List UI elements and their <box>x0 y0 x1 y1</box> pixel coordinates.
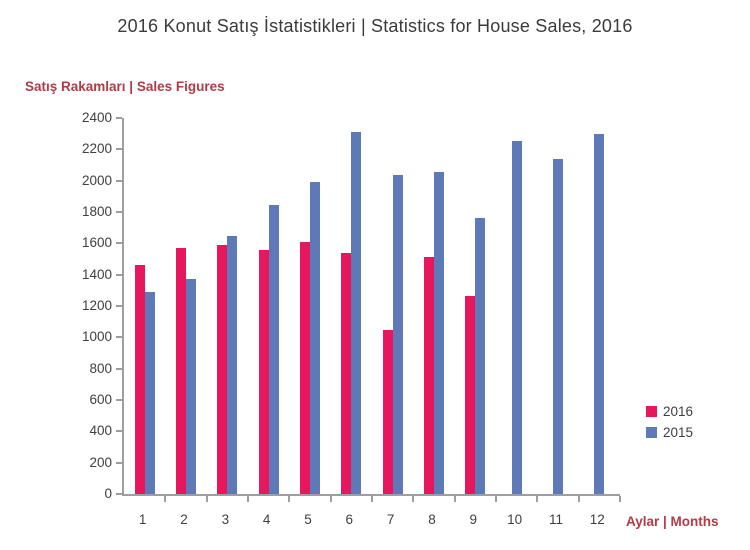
bar-2016-month-4 <box>258 249 269 494</box>
x-tick-label: 12 <box>589 512 605 527</box>
month-group-5 <box>289 118 330 494</box>
x-tick-label: 2 <box>180 512 188 527</box>
x-tick-mark <box>536 496 539 502</box>
x-tick-label: 3 <box>221 512 230 527</box>
plot-area <box>122 118 620 496</box>
x-tick-label: 7 <box>386 512 395 527</box>
y-tick-mark <box>116 148 122 151</box>
legend-label-2016: 2016 <box>663 404 694 419</box>
y-tick-mark <box>116 211 122 213</box>
x-tick-label: 4 <box>262 512 271 527</box>
month-group-2 <box>165 118 206 494</box>
y-tick-label: 1200 <box>81 298 112 313</box>
x-tick-mark <box>412 496 415 502</box>
y-tick-label: 400 <box>89 423 112 439</box>
month-group-1 <box>124 118 165 494</box>
y-tick-label: 1600 <box>81 235 112 251</box>
month-group-3 <box>207 118 248 494</box>
y-tick-mark <box>116 461 122 464</box>
y-tick-label: 2400 <box>81 110 112 125</box>
x-tick-mark <box>288 496 291 502</box>
x-tick-mark <box>371 496 373 502</box>
x-axis-title: Aylar | Months <box>626 514 719 529</box>
bar-2015-month-9 <box>475 217 486 494</box>
bar-2016-month-7 <box>382 329 393 494</box>
x-tick-label: 8 <box>428 512 436 527</box>
x-tick-mark <box>205 496 208 502</box>
x-tick-label: 6 <box>345 512 354 527</box>
bar-2015-month-8 <box>433 172 444 494</box>
x-tick-mark <box>247 496 249 502</box>
y-tick-mark <box>116 305 122 307</box>
bar-2016-month-9 <box>465 295 476 494</box>
chart-title: 2016 Konut Satış İstatistikleri | Statis… <box>117 16 633 36</box>
legend-swatch-2016 <box>646 406 657 417</box>
bar-2016-month-2 <box>175 248 186 494</box>
x-tick-mark <box>619 496 621 502</box>
y-tick-mark <box>116 273 122 276</box>
bar-2015-month-5 <box>309 182 320 494</box>
month-group-8 <box>413 118 454 494</box>
x-tick-mark <box>495 496 497 502</box>
month-group-9 <box>455 118 496 494</box>
month-group-12 <box>579 118 620 494</box>
bar-2015-month-11 <box>552 158 563 494</box>
y-tick-label: 800 <box>89 360 112 376</box>
y-tick-label: 2200 <box>81 141 112 157</box>
y-tick-mark <box>116 430 122 433</box>
month-group-7 <box>372 118 413 494</box>
x-tick-mark <box>329 496 332 502</box>
y-tick-mark <box>116 367 122 370</box>
bar-2016-month-1 <box>134 265 145 494</box>
y-tick-mark <box>116 117 122 119</box>
bar-2015-month-12 <box>594 133 605 494</box>
bar-2016-month-5 <box>299 241 310 494</box>
bars-container <box>124 118 620 494</box>
bar-2015-month-7 <box>392 175 403 494</box>
legend-item-2016: 2016 <box>646 404 693 419</box>
y-tick-mark <box>116 179 122 182</box>
legend: 2016 2015 <box>646 404 693 446</box>
month-group-4 <box>248 118 289 494</box>
bar-2015-month-4 <box>268 204 279 494</box>
month-group-11 <box>537 118 578 494</box>
x-tick-mark <box>577 496 580 502</box>
y-tick-mark <box>116 399 122 401</box>
y-tick-mark <box>116 493 122 495</box>
y-tick-label: 0 <box>104 486 112 501</box>
legend-label-2015: 2015 <box>663 425 694 440</box>
month-group-10 <box>496 118 537 494</box>
bar-2015-month-2 <box>185 279 196 494</box>
y-tick-label: 1000 <box>81 329 112 345</box>
y-tick-label: 600 <box>89 392 112 407</box>
x-tick-label: 5 <box>304 512 312 527</box>
x-axis-labels: 1 2 3 4 5 6 7 8 9 10 11 12 <box>122 512 618 527</box>
bar-2015-month-10 <box>511 140 522 494</box>
x-tick-label: 9 <box>469 512 478 527</box>
y-tick-label: 1800 <box>81 204 112 219</box>
x-tick-label: 10 <box>507 512 523 527</box>
bar-2015-month-1 <box>144 291 155 494</box>
legend-item-2015: 2015 <box>646 425 693 440</box>
bar-2015-month-6 <box>351 132 362 494</box>
x-tick-label: 1 <box>138 512 147 527</box>
y-tick-label: 200 <box>89 454 112 470</box>
bar-2016-month-8 <box>423 256 434 494</box>
month-group-6 <box>331 118 372 494</box>
x-tick-mark <box>164 496 167 502</box>
y-tick-label: 1400 <box>81 266 112 282</box>
y-tick-mark <box>116 242 122 245</box>
y-tick-label: 2000 <box>81 172 112 188</box>
x-tick-mark <box>453 496 456 502</box>
bar-2016-month-3 <box>217 244 228 494</box>
bar-2015-month-3 <box>227 235 238 494</box>
y-axis-title: Satış Rakamları | Sales Figures <box>25 79 225 94</box>
y-tick-mark <box>116 336 122 339</box>
bar-2016-month-6 <box>341 252 352 494</box>
legend-swatch-2015 <box>646 427 657 438</box>
x-tick-label: 11 <box>548 512 563 527</box>
